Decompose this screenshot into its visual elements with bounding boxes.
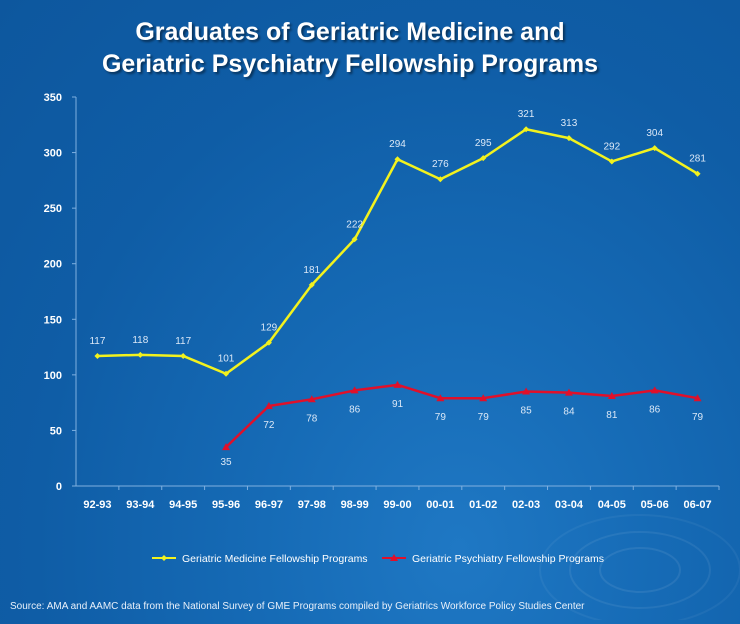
y-tick-label: 300	[44, 148, 62, 160]
x-tick-label: 92-93	[83, 499, 111, 511]
x-tick-label: 04-05	[598, 499, 626, 511]
x-tick-label: 06-07	[683, 499, 711, 511]
medicine-data-label: 276	[432, 159, 449, 170]
x-tick-label: 03-04	[555, 499, 584, 511]
series-line-psychiatry	[225, 383, 698, 449]
medicine-data-label: 117	[175, 336, 191, 347]
medicine-data-label: 117	[89, 336, 105, 347]
psychiatry-data-point	[693, 394, 702, 402]
psychiatry-data-point	[522, 387, 531, 395]
y-tick-label: 250	[44, 203, 62, 215]
psychiatry-data-point	[307, 395, 316, 403]
x-tick-label: 98-99	[341, 499, 369, 511]
x-tick-label: 02-03	[512, 499, 540, 511]
psychiatry-data-point	[222, 443, 231, 451]
medicine-data-point	[437, 176, 444, 183]
psychiatry-data-point	[650, 386, 659, 394]
medicine-data-point	[137, 351, 144, 358]
medicine-data-label: 129	[261, 323, 278, 334]
chart-axes: 0 50 100 150 200 250 300 350 92-93 93-94 94-95 95-9…	[44, 92, 720, 511]
medicine-data-label: 294	[389, 139, 406, 150]
x-tick-label: 96-97	[255, 499, 283, 511]
y-tick-label: 200	[44, 259, 62, 271]
y-tick-label: 150	[44, 314, 62, 326]
psychiatry-data-label: 86	[649, 404, 661, 415]
psychiatry-data-point	[264, 401, 273, 409]
legend-label: Geriatric Psychiatry Fellowship Programs	[412, 553, 604, 565]
title-line-2: Geriatric Psychiatry Fellowship Programs	[101, 50, 599, 78]
medicine-data-label: 321	[518, 109, 535, 120]
medicine-data-point	[608, 158, 615, 165]
x-tick-label: 05-06	[641, 499, 669, 511]
medicine-data-label: 222	[346, 219, 363, 230]
medicine-data-label: 101	[218, 354, 235, 365]
y-tick-label: 0	[56, 481, 62, 493]
psychiatry-data-point	[479, 394, 488, 402]
medicine-data-point	[480, 155, 487, 162]
psychiatry-data-label: 84	[563, 407, 575, 418]
medicine-data-point	[565, 135, 572, 142]
background-swirl	[539, 514, 740, 620]
chart-data-labels: 117 118 117 101 129 181 222 294 276 295 321 313 292 3…	[89, 109, 706, 468]
psychiatry-data-label: 85	[521, 406, 533, 417]
psychiatry-data-label: 91	[392, 399, 404, 410]
y-tick-label: 50	[50, 425, 62, 437]
psychiatry-data-point	[393, 380, 402, 388]
psychiatry-data-point	[350, 386, 359, 394]
medicine-data-label: 181	[303, 265, 320, 276]
legend-marker	[161, 555, 167, 561]
x-tick-label: 93-94	[126, 499, 155, 511]
psychiatry-data-label: 81	[606, 410, 618, 421]
psychiatry-data-label: 79	[692, 412, 704, 423]
x-tick-label: 97-98	[298, 499, 326, 511]
psychiatry-data-label: 78	[306, 413, 318, 424]
medicine-data-point	[351, 236, 358, 243]
medicine-data-point	[223, 370, 230, 377]
chart-title: Graduates of Geriatric Medicine and Geri…	[0, 16, 700, 80]
psychiatry-data-label: 79	[435, 412, 447, 423]
x-tick-label: 94-95	[169, 499, 197, 511]
medicine-data-point	[651, 145, 658, 152]
x-tick-label: 00-01	[426, 499, 454, 511]
source-note: Source: AMA and AAMC data from the Natio…	[10, 601, 585, 612]
legend-label: Geriatric Medicine Fellowship Programs	[182, 553, 368, 565]
medicine-data-point	[94, 352, 101, 359]
medicine-data-label: 281	[689, 154, 706, 165]
x-tick-label: 01-02	[469, 499, 497, 511]
medicine-data-label: 292	[603, 141, 620, 152]
psychiatry-data-point	[564, 388, 573, 396]
y-tick-label: 100	[44, 370, 62, 382]
psychiatry-data-point	[607, 391, 616, 399]
x-tick-label: 95-96	[212, 499, 240, 511]
medicine-data-point	[265, 339, 272, 346]
psychiatry-data-label: 86	[349, 404, 361, 415]
medicine-data-point	[523, 126, 530, 133]
legend-item-psychiatry: Geriatric Psychiatry Fellowship Programs	[382, 553, 604, 565]
medicine-data-point	[180, 352, 187, 359]
medicine-data-label: 118	[132, 335, 148, 346]
chart-series	[94, 126, 702, 451]
y-tick-label: 350	[44, 92, 62, 104]
title-line-1: Graduates of Geriatric Medicine and	[135, 18, 565, 46]
x-tick-label: 99-00	[383, 499, 411, 511]
psychiatry-data-label: 72	[263, 420, 275, 431]
psychiatry-data-label: 79	[478, 412, 490, 423]
chart-legend: Geriatric Medicine Fellowship Programs Ge…	[152, 553, 604, 565]
psychiatry-data-point	[436, 394, 445, 402]
legend-item-medicine: Geriatric Medicine Fellowship Programs	[152, 553, 368, 565]
legend-marker	[390, 554, 398, 561]
psychiatry-data-label: 35	[220, 457, 232, 468]
medicine-data-point	[308, 281, 315, 288]
medicine-data-label: 295	[475, 138, 492, 149]
medicine-data-label: 304	[646, 128, 663, 139]
medicine-data-label: 313	[561, 118, 578, 129]
medicine-data-point	[694, 170, 701, 177]
medicine-data-point	[394, 156, 401, 163]
